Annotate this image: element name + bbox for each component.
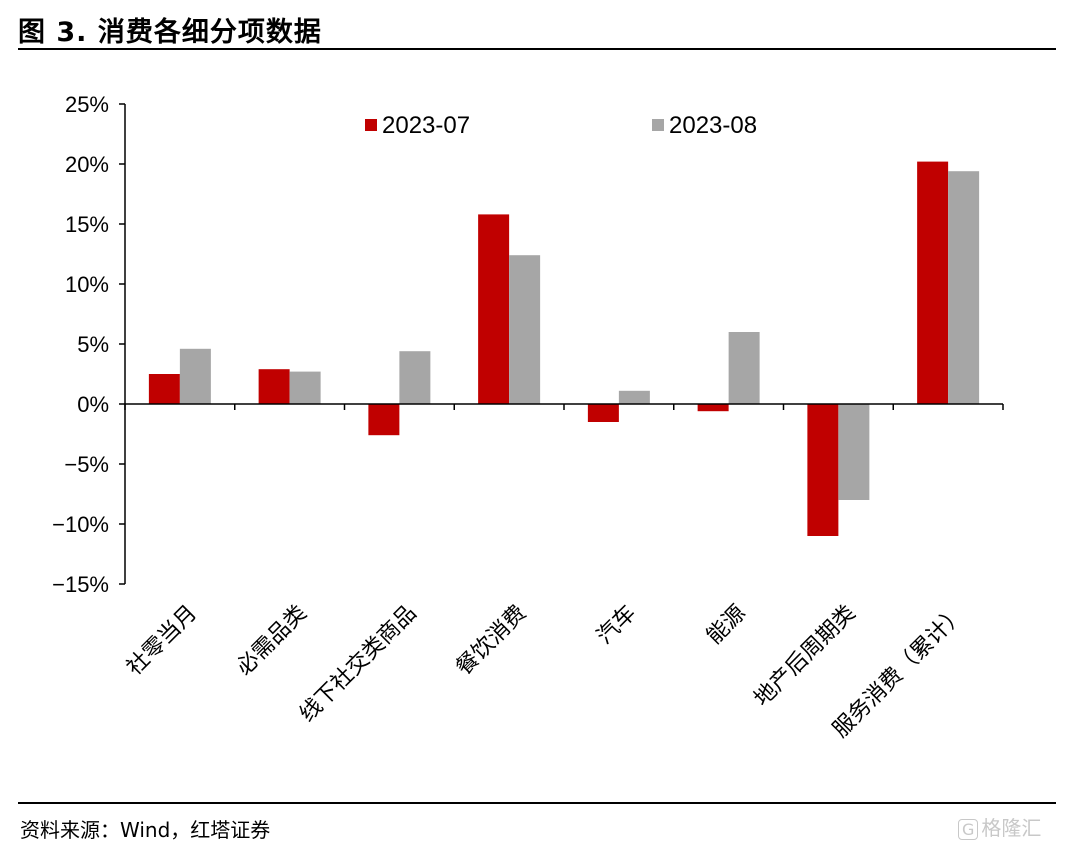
x-category-label: 餐饮消费 bbox=[451, 601, 531, 681]
y-tick-label: −5% bbox=[64, 452, 109, 477]
bar-2023-07-必需品类 bbox=[258, 369, 290, 404]
bar-2023-07-线下社交类商品 bbox=[368, 404, 400, 436]
x-category-label: 地产后周期类 bbox=[750, 601, 861, 712]
y-tick-label: 0% bbox=[77, 392, 109, 417]
y-tick-label: 5% bbox=[77, 332, 109, 357]
x-category-label: 社零当月 bbox=[122, 601, 202, 681]
legend: 2023-07 2023-08 bbox=[365, 112, 757, 139]
y-tick-label: 20% bbox=[65, 152, 109, 177]
bar-2023-08-餐饮消费 bbox=[509, 255, 541, 404]
watermark-box: G bbox=[958, 819, 979, 840]
x-category-label: 汽车 bbox=[592, 601, 641, 650]
bar-2023-08-必需品类 bbox=[289, 371, 321, 404]
bar-2023-07-汽车 bbox=[587, 404, 619, 422]
legend-label: 2023-08 bbox=[669, 112, 757, 139]
legend-swatch bbox=[365, 119, 377, 131]
bar-2023-07-服务消费（累计） bbox=[917, 161, 949, 404]
bar-2023-08-汽车 bbox=[618, 390, 650, 404]
title-rule bbox=[18, 48, 1056, 50]
y-axis: 25% 20% 15% 10% 5% 0% −5% −10% −15% bbox=[52, 92, 126, 597]
source-rule bbox=[18, 802, 1056, 804]
bar-2023-07-餐饮消费 bbox=[478, 214, 510, 404]
bar-chart: 25% 20% 15% 10% 5% 0% −5% −10% −15% 社零当月 必需品类线下社交… bbox=[52, 92, 1004, 743]
watermark-text: 格隆汇 bbox=[981, 816, 1042, 840]
bar-2023-08-社零当月 bbox=[179, 348, 211, 404]
y-tick-label: 25% bbox=[65, 92, 109, 117]
figure-title: 图 3. 消费各细分项数据 bbox=[18, 17, 322, 48]
bar-2023-07-能源 bbox=[697, 404, 729, 412]
y-tick-label: −15% bbox=[52, 572, 109, 597]
y-tick-label: −10% bbox=[52, 512, 109, 537]
y-tick-label: 10% bbox=[65, 272, 109, 297]
legend-swatch bbox=[652, 119, 664, 131]
x-category-label: 线下社交类商品 bbox=[295, 601, 422, 728]
bar-2023-08-线下社交类商品 bbox=[399, 351, 431, 404]
x-category-label: 必需品类 bbox=[232, 601, 312, 681]
x-category-label: 能源 bbox=[702, 601, 751, 650]
y-tick-label: 15% bbox=[65, 212, 109, 237]
bar-2023-07-社零当月 bbox=[148, 374, 180, 404]
source-note: 资料来源：Wind，红塔证券 bbox=[20, 818, 271, 842]
watermark-logo: G 格隆汇 bbox=[958, 812, 1041, 841]
bar-2023-08-能源 bbox=[728, 332, 760, 404]
legend-label: 2023-07 bbox=[382, 112, 470, 139]
bar-2023-08-地产后周期类 bbox=[838, 404, 870, 500]
bar-2023-08-服务消费（累计） bbox=[948, 171, 980, 404]
bars bbox=[148, 161, 980, 536]
bar-2023-07-地产后周期类 bbox=[807, 404, 839, 536]
